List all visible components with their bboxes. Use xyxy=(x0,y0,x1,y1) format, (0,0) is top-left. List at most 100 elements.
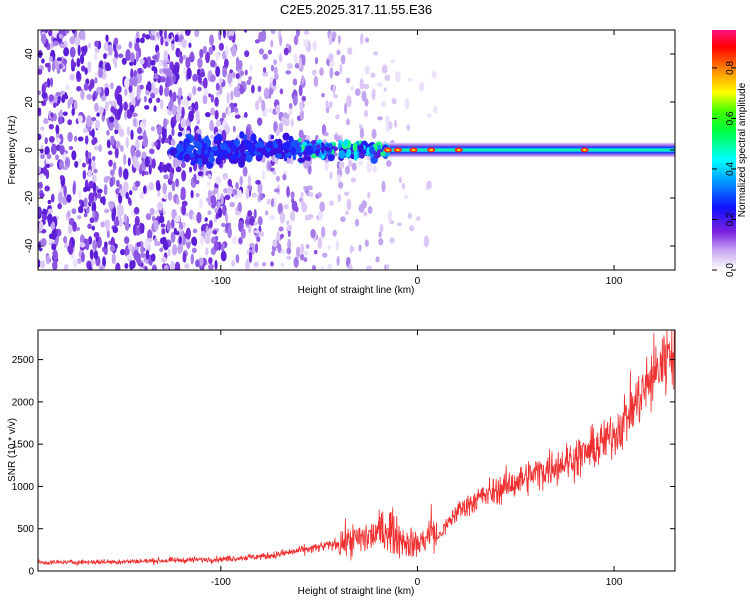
heatmap-band-cell xyxy=(207,139,212,147)
heatmap-noise-cell xyxy=(289,211,296,222)
heatmap-band-cell xyxy=(315,144,321,149)
snr-x-tick-label: 0 xyxy=(415,577,421,588)
heatmap-noise-cell xyxy=(132,117,137,127)
heatmap-noise-cell xyxy=(197,74,202,84)
heatmap-noise-cell xyxy=(134,215,140,227)
heatmap-noise-cell xyxy=(44,185,50,192)
heatmap-noise-cell xyxy=(385,123,390,133)
heatmap-noise-cell xyxy=(313,75,319,88)
heatmap-noise-cell xyxy=(192,228,198,234)
heatmap-noise-cell xyxy=(231,44,237,57)
heatmap-noise-cell xyxy=(38,220,44,232)
heatmap-noise-cell xyxy=(209,74,216,83)
heatmap-noise-cell xyxy=(253,261,259,268)
heatmap-noise-cell xyxy=(338,161,345,170)
heatmap-noise-cell xyxy=(358,160,364,166)
heatmap-noise-cell xyxy=(133,206,140,215)
heatmap-noise-cell xyxy=(371,128,377,139)
heatmap-noise-cell xyxy=(130,144,136,157)
heatmap-noise-cell xyxy=(227,72,233,85)
heatmap-noise-cell xyxy=(178,235,182,245)
snr-y-tick-label: 2000 xyxy=(12,397,35,408)
heatmap-noise-cell xyxy=(74,35,81,46)
heatmap-noise-cell xyxy=(287,238,292,250)
heatmap-noise-cell xyxy=(54,59,60,70)
heatmap-noise-cell xyxy=(261,30,267,42)
heatmap-noise-cell xyxy=(270,261,274,267)
heatmap-noise-cell xyxy=(46,153,52,160)
heatmap-noise-cell xyxy=(217,201,221,209)
heatmap-noise-cell xyxy=(197,171,204,177)
heatmap-noise-cell xyxy=(275,104,281,115)
heatmap-noise-cell xyxy=(114,146,119,159)
heatmap-noise-cell xyxy=(108,100,114,105)
heatmap-noise-cell xyxy=(329,67,334,79)
heatmap-noise-cell xyxy=(93,52,98,61)
heatmap-noise-cell xyxy=(305,216,312,221)
heatmap-noise-cell xyxy=(294,63,300,69)
heatmap-noise-cell xyxy=(363,211,368,217)
heatmap-noise-cell xyxy=(202,45,207,54)
heatmap-noise-cell xyxy=(261,72,268,77)
heatmap-noise-cell xyxy=(268,108,273,113)
heatmap-noise-cell xyxy=(129,52,135,63)
heatmap-noise-cell xyxy=(181,106,185,119)
heatmap-noise-cell xyxy=(110,106,115,113)
heatmap-noise-cell xyxy=(249,216,256,226)
heatmap-noise-cell xyxy=(69,73,76,81)
figure-title: C2E5.2025.317.11.55.E36 xyxy=(280,2,432,17)
heatmap-noise-cell xyxy=(159,247,164,253)
heatmap-noise-cell xyxy=(258,48,264,55)
heatmap-noise-cell xyxy=(158,215,165,224)
heatmap-noise-cell xyxy=(320,226,326,238)
heatmap-noise-cell xyxy=(180,118,186,129)
heatmap-band-cell xyxy=(271,149,277,156)
heatmap-noise-cell xyxy=(137,259,142,267)
heatmap-noise-cell xyxy=(197,57,203,69)
heatmap-noise-cell xyxy=(104,101,109,112)
heatmap-noise-cell xyxy=(205,247,209,256)
heatmap-noise-cell xyxy=(285,43,290,48)
heatmap-noise-cell xyxy=(94,102,99,113)
heatmap-band-cell xyxy=(266,141,272,147)
heatmap-noise-cell xyxy=(216,192,221,200)
heatmap-peak-core xyxy=(395,148,400,152)
heatmap-noise-cell xyxy=(161,137,165,144)
heatmap-noise-cell xyxy=(43,81,48,88)
heatmap-noise-cell xyxy=(215,119,221,127)
heatmap-noise-cell xyxy=(336,256,340,266)
heatmap-noise-cell xyxy=(188,110,194,122)
heatmap-noise-cell xyxy=(104,62,111,72)
heatmap-noise-cell xyxy=(116,44,122,50)
heatmap-noise-cell xyxy=(174,65,180,75)
heatmap-noise-cell xyxy=(312,40,317,52)
heatmap-noise-cell xyxy=(103,184,108,196)
spectrogram-x-tick-label: 0 xyxy=(415,276,421,287)
heatmap-noise-cell xyxy=(299,101,304,113)
heatmap-noise-cell xyxy=(215,52,220,62)
heatmap-noise-cell xyxy=(261,262,267,267)
heatmap-noise-cell xyxy=(142,129,147,142)
heatmap-noise-cell xyxy=(145,90,150,96)
heatmap-noise-cell xyxy=(92,210,96,219)
heatmap-band-cell xyxy=(315,149,320,157)
heatmap-noise-cell xyxy=(301,95,307,102)
heatmap-noise-cell xyxy=(121,57,127,65)
heatmap-noise-cell xyxy=(47,199,52,205)
heatmap-band-cell xyxy=(233,139,241,146)
heatmap-noise-cell xyxy=(85,150,89,159)
heatmap-noise-cell xyxy=(108,44,113,56)
heatmap-noise-cell xyxy=(206,230,211,241)
heatmap-band-cell xyxy=(277,139,283,146)
heatmap-noise-cell xyxy=(71,66,76,72)
heatmap-noise-cell xyxy=(77,136,84,142)
heatmap-noise-cell xyxy=(238,237,243,245)
heatmap-noise-cell xyxy=(407,212,412,220)
heatmap-band-cell xyxy=(193,140,198,146)
heatmap-noise-cell xyxy=(53,40,59,47)
heatmap-band-cell xyxy=(284,153,290,158)
snr-series-line xyxy=(38,330,675,567)
heatmap-noise-cell xyxy=(244,69,248,76)
heatmap-noise-cell xyxy=(218,78,224,84)
heatmap-noise-cell xyxy=(279,211,286,224)
